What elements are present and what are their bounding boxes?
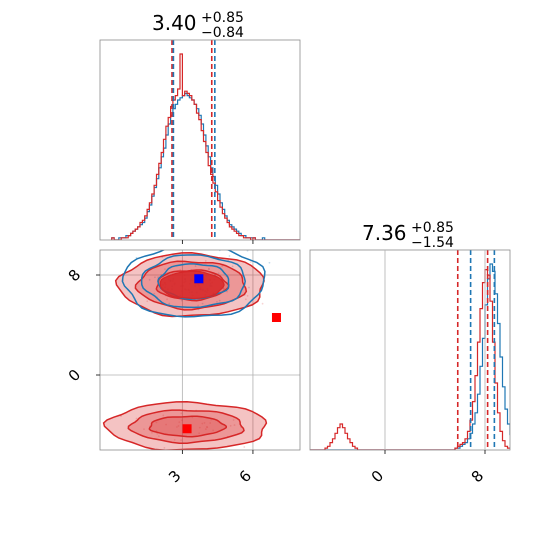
joint-sample-red-lower (177, 425, 180, 427)
panel-hist-param2 (309, 249, 511, 454)
joint-sample-red-upper (179, 268, 182, 271)
joint-sample-blue (157, 276, 160, 279)
joint-plot-area (100, 240, 300, 450)
joint-blue-contour-1 (140, 254, 246, 309)
title-param2-value: 7.36 (362, 221, 407, 245)
joint-sample-blue (154, 276, 156, 279)
joint-sample-blue (194, 265, 197, 267)
joint-sample-red-lower (163, 446, 166, 449)
joint-sample-red-lower (203, 422, 206, 424)
hist2-background (310, 250, 510, 450)
joint-sample-red-lower (209, 422, 212, 424)
joint-sample-blue (222, 287, 225, 290)
title-param1-value: 3.40 (152, 11, 197, 35)
joint-sample-blue (246, 250, 249, 252)
joint-sample-red-lower (151, 431, 153, 434)
title-param1: 3.40 +0.85 −0.84 (152, 10, 244, 41)
joint-sample-red-upper (261, 302, 264, 305)
joint-marker-red-2 (182, 424, 192, 434)
joint-frame (99, 249, 301, 451)
hist1-plot-area (111, 40, 300, 240)
joint-sample-red-upper (221, 265, 224, 267)
hist1-frame (99, 39, 301, 241)
joint-sample-red-lower (233, 424, 236, 426)
joint-marker-red-1 (271, 313, 281, 322)
joint-sample-red-upper (207, 267, 210, 270)
joint-sample-blue (248, 286, 250, 289)
joint-sample-red-upper (166, 298, 168, 301)
joint-sample-red-upper (249, 261, 252, 263)
joint-sample-red-upper (244, 298, 247, 301)
joint-sample-red-lower (173, 438, 176, 441)
hist1-background (100, 40, 300, 240)
title-param2-minus: −1.54 (411, 235, 454, 251)
joint-marker-blue-0 (194, 274, 204, 284)
joint-sample-blue (217, 272, 220, 275)
joint-sample-red-lower (204, 428, 207, 430)
title-param1-minus: −0.84 (201, 25, 244, 41)
joint-sample-red-lower (165, 423, 167, 426)
joint-sample-red-lower (143, 428, 145, 430)
joint-sample-blue (268, 261, 271, 264)
joint-ylabel-8: 8 (65, 266, 84, 285)
joint-xlabel-6: 6 (236, 467, 255, 486)
joint-sample-red-lower (157, 435, 160, 438)
joint-sample-red-upper (246, 294, 249, 297)
joint-sample-red-lower (180, 412, 183, 415)
joint-sample-red-lower (180, 439, 182, 442)
hist2-xlabel-0: 0 (368, 467, 387, 486)
joint-sample-red-upper (164, 268, 166, 271)
title-param2-plus: +0.85 (411, 220, 454, 236)
joint-sample-blue (216, 300, 218, 303)
joint-sample-red-upper (226, 290, 228, 293)
joint-sample-blue (168, 302, 171, 305)
joint-sample-red-upper (153, 292, 156, 295)
joint-sample-red-upper (146, 300, 149, 303)
joint-sample-blue (231, 265, 234, 268)
joint-sample-red-lower (178, 421, 181, 424)
joint-sample-red-lower (198, 432, 201, 435)
joint-ylabel-0: 0 (65, 366, 84, 385)
joint-sample-red-lower (229, 424, 232, 427)
panel-hist-param1 (99, 39, 301, 244)
joint-sample-red-lower (206, 426, 209, 429)
joint-sample-blue (218, 299, 221, 302)
joint-sample-red-lower (180, 419, 183, 422)
joint-sample-red-lower (243, 446, 246, 448)
joint-sample-blue (180, 299, 183, 302)
joint-sample-red-lower (205, 426, 208, 428)
joint-red-core (159, 270, 225, 299)
joint-sample-red-lower (198, 426, 201, 429)
joint-xlabel-3: 3 (165, 467, 184, 486)
joint-sample-red-lower (201, 422, 204, 425)
joint-sample-red-lower (156, 432, 159, 435)
joint-sample-red-upper (197, 304, 200, 307)
title-param2: 7.36 +0.85 −1.54 (362, 220, 454, 251)
joint-sample-red-upper (204, 259, 207, 262)
joint-sample-red-lower (155, 421, 158, 424)
joint-sample-red-lower (176, 426, 178, 428)
joint-sample-blue (208, 268, 210, 271)
panel-joint (96, 240, 301, 454)
title-param1-plus: +0.85 (201, 10, 244, 26)
joint-sample-red-lower (135, 417, 138, 420)
joint-sample-red-lower (212, 429, 215, 432)
hist2-xlabel-8: 8 (468, 467, 487, 486)
joint-sample-blue (228, 255, 231, 257)
joint-sample-blue (201, 302, 204, 305)
hist1-hist-red (111, 53, 300, 240)
joint-sample-blue (130, 240, 132, 242)
joint-sample-red-lower (162, 414, 165, 417)
hist2-frame (309, 249, 511, 451)
joint-sample-red-lower (232, 419, 235, 421)
joint-sample-blue (148, 278, 151, 281)
